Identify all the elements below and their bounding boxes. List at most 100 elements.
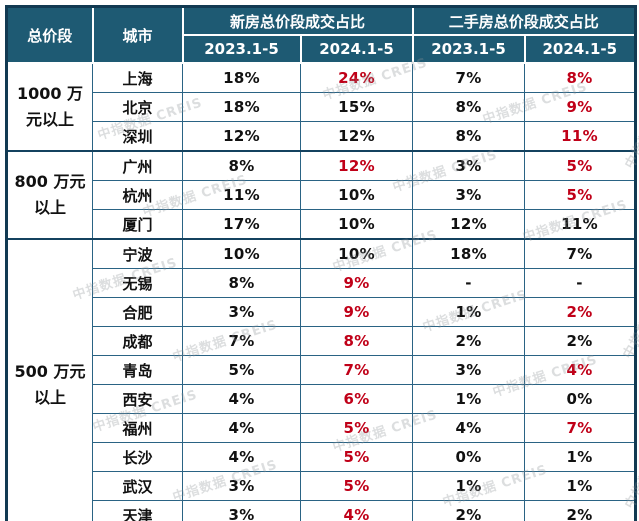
table-row: 深圳 12% 12% 8% 11%: [7, 121, 637, 152]
value-cell: 7%: [412, 62, 526, 93]
table-row: 福州 4% 5% 4% 7%: [7, 413, 637, 443]
value-cell: 9%: [524, 92, 637, 122]
value-cell: 10%: [299, 209, 414, 240]
city-cell: 天津: [92, 500, 183, 521]
table-row: 1000 万 元以上 上海 18% 24% 7% 8%: [6, 62, 637, 152]
table-body: 1000 万 元以上 上海 18% 24% 7% 8% 北京 18% 15% 8% 9% 深圳 12% 1…: [6, 62, 637, 521]
value-cell: 1%: [412, 384, 526, 414]
value-cell: 4%: [182, 384, 301, 414]
value-cell: 0%: [524, 384, 637, 414]
value-cell: 7%: [524, 413, 637, 443]
value-cell: 9%: [299, 297, 414, 327]
value-cell: 3%: [412, 355, 526, 385]
city-cell: 杭州: [92, 180, 183, 210]
value-cell: 1%: [524, 442, 637, 472]
value-cell: 3%: [182, 471, 301, 501]
table-row: 500 万元 以上 宁波 10% 10% 18% 7%: [6, 238, 637, 521]
value-cell: 5%: [524, 180, 637, 210]
value-cell: 8%: [299, 326, 414, 356]
header-period-new-2024: 2024.1-5: [299, 34, 414, 64]
table-row: 成都 7% 8% 2% 2%: [7, 326, 637, 356]
table-row: 天津 3% 4% 2% 2%: [7, 500, 637, 521]
segment-label: 500 万元 以上: [6, 238, 93, 521]
header-segment: 总价段: [5, 5, 94, 64]
segment-label: 800 万元 以上: [6, 150, 93, 240]
value-cell: 5%: [299, 471, 414, 501]
table-row: 长沙 4% 5% 0% 1%: [7, 442, 637, 472]
header-city: 城市: [91, 5, 184, 64]
value-cell: 5%: [299, 442, 414, 472]
value-cell: 12%: [412, 209, 526, 240]
city-cell: 合肥: [92, 297, 183, 327]
city-cell: 上海: [92, 62, 183, 93]
value-cell: 3%: [182, 500, 301, 521]
table-row: 杭州 11% 10% 3% 5%: [7, 180, 637, 210]
value-cell: 11%: [524, 209, 637, 240]
value-cell: 4%: [182, 413, 301, 443]
value-cell: 7%: [524, 238, 637, 269]
header-period-sh-2024: 2024.1-5: [523, 34, 637, 64]
value-cell: 2%: [412, 326, 526, 356]
city-cell: 武汉: [92, 471, 183, 501]
city-cell: 长沙: [92, 442, 183, 472]
value-cell: 12%: [299, 150, 414, 181]
value-cell: 5%: [299, 413, 414, 443]
value-cell: 12%: [182, 121, 301, 152]
city-cell: 西安: [92, 384, 183, 414]
value-cell: 17%: [182, 209, 301, 240]
city-cell: 青岛: [92, 355, 183, 385]
value-cell: 8%: [182, 268, 301, 298]
table-row: 合肥 3% 9% 1% 2%: [7, 297, 637, 327]
city-cell: 北京: [92, 92, 183, 122]
value-cell: 2%: [524, 326, 637, 356]
city-cell: 福州: [92, 413, 183, 443]
value-cell: 18%: [182, 62, 301, 93]
value-cell: 3%: [412, 150, 526, 181]
value-cell: 11%: [182, 180, 301, 210]
value-cell: 24%: [299, 62, 414, 93]
city-cell: 无锡: [92, 268, 183, 298]
city-cell: 广州: [92, 150, 183, 181]
value-cell: 1%: [412, 471, 526, 501]
header-secondhand: 二手房总价段成交占比: [411, 5, 637, 36]
city-cell: 宁波: [92, 238, 183, 269]
value-cell: 18%: [182, 92, 301, 122]
city-cell: 厦门: [92, 209, 183, 240]
value-cell: 10%: [299, 180, 414, 210]
table-row: 800 万元 以上 广州 8% 12% 3% 5%: [6, 150, 637, 240]
value-cell: 9%: [299, 268, 414, 298]
value-cell: 8%: [412, 121, 526, 152]
value-cell: 3%: [412, 180, 526, 210]
value-cell: 5%: [524, 150, 637, 181]
value-cell: 15%: [299, 92, 414, 122]
value-cell: 0%: [412, 442, 526, 472]
value-cell: 2%: [524, 297, 637, 327]
value-cell: 4%: [524, 355, 637, 385]
header-new-home: 新房总价段成交占比: [181, 5, 414, 36]
value-cell: 10%: [299, 238, 414, 269]
value-cell: 6%: [299, 384, 414, 414]
value-cell: 8%: [412, 92, 526, 122]
table-row: 北京 18% 15% 8% 9%: [7, 92, 637, 122]
value-cell: 7%: [182, 326, 301, 356]
value-cell: 7%: [299, 355, 414, 385]
value-cell: -: [524, 268, 637, 298]
value-cell: 2%: [524, 500, 637, 521]
table-row: 青岛 5% 7% 3% 4%: [7, 355, 637, 385]
value-cell: 2%: [412, 500, 526, 521]
value-cell: 4%: [299, 500, 414, 521]
value-cell: 18%: [412, 238, 526, 269]
value-cell: 11%: [524, 121, 637, 152]
table-header: 总价段 城市 新房总价段成交占比 二手房总价段成交占比 2023.1-5 202…: [5, 5, 637, 64]
value-cell: 8%: [182, 150, 301, 181]
price-segment-table: 总价段 城市 新房总价段成交占比 二手房总价段成交占比 2023.1-5 202…: [5, 5, 638, 521]
value-cell: 4%: [182, 442, 301, 472]
value-cell: 3%: [182, 297, 301, 327]
value-cell: 4%: [412, 413, 526, 443]
header-period-sh-2023: 2023.1-5: [411, 34, 526, 64]
city-cell: 成都: [92, 326, 183, 356]
city-cell: 深圳: [92, 121, 183, 152]
segment-label: 1000 万 元以上: [6, 62, 93, 152]
value-cell: 1%: [412, 297, 526, 327]
